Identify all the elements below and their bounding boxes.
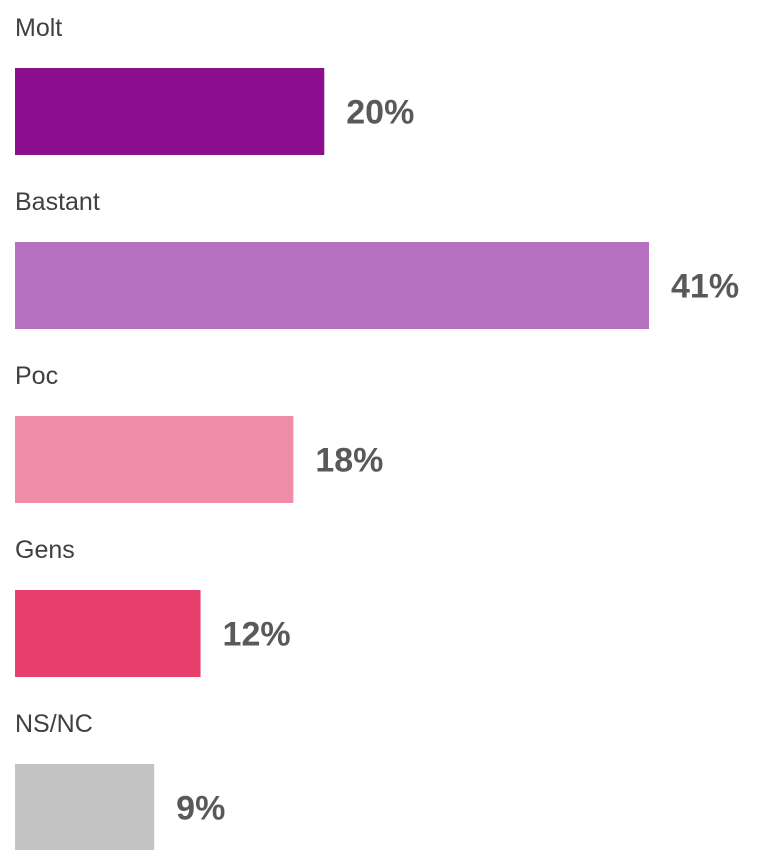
bar: [15, 590, 201, 677]
value-label: 41%: [671, 268, 739, 306]
category-label: Poc: [15, 362, 58, 390]
bar: [15, 764, 155, 850]
bar-group-0: Molt 20%: [15, 14, 414, 155]
bar-group-4: NS/NC 9%: [15, 710, 225, 850]
bar-group-3: Gens 12%: [15, 536, 291, 677]
value-label: 9%: [176, 790, 225, 828]
bar: [15, 416, 294, 503]
bar-group-1: Bastant 41%: [15, 188, 739, 329]
value-label: 18%: [315, 442, 383, 480]
bar: [15, 68, 325, 155]
value-label: 12%: [223, 616, 291, 654]
category-label: Molt: [15, 14, 62, 42]
bar-group-2: Poc 18%: [15, 362, 383, 503]
category-label: NS/NC: [15, 710, 93, 738]
category-label: Bastant: [15, 188, 100, 216]
category-label: Gens: [15, 536, 75, 564]
bar: [15, 242, 649, 329]
value-label: 20%: [346, 94, 414, 132]
